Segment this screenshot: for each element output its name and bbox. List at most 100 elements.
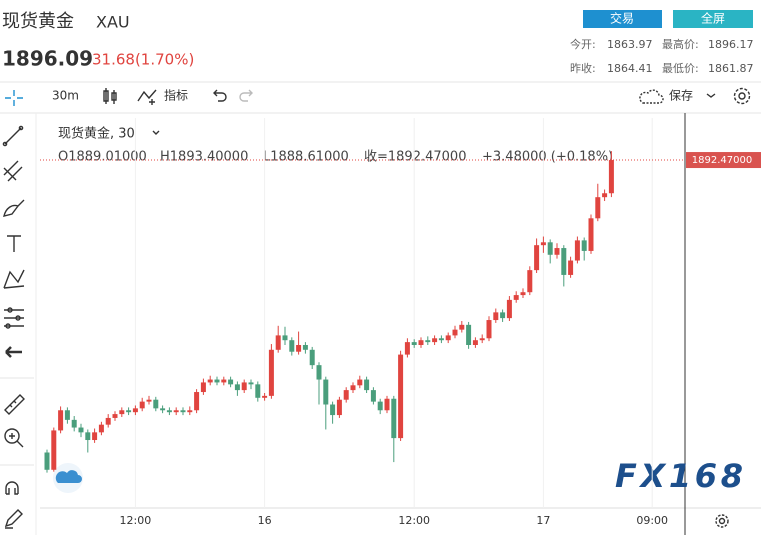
ohlc-value: L1888.61000	[263, 150, 349, 165]
candle-body	[268, 349, 274, 396]
candle-body	[282, 335, 288, 341]
candle-body	[255, 384, 261, 398]
candle-body	[228, 379, 234, 385]
candle-body	[418, 340, 424, 345]
indicator-icon[interactable]	[137, 89, 157, 105]
candle-body	[602, 193, 608, 198]
candle-body	[51, 430, 57, 470]
candle-body	[221, 379, 227, 383]
candle-body	[540, 242, 546, 246]
candle-body	[357, 379, 363, 386]
fullscreen-button-label[interactable]: 全屏	[701, 11, 725, 26]
stat-label: 今开:	[570, 37, 596, 51]
candle-body	[534, 245, 540, 271]
candle-body	[173, 410, 179, 413]
candle-body	[289, 340, 295, 352]
ohlc-legend: O1889.01000 H1893.40000 L1888.61000 收=1892.…	[58, 150, 613, 165]
candle-body	[384, 398, 390, 411]
symbol: XAU	[96, 13, 130, 32]
candle-body	[391, 398, 397, 439]
x-tick-label: 17	[536, 514, 550, 527]
candle-body	[364, 379, 370, 391]
candle-body	[513, 295, 519, 300]
candle-body	[350, 385, 356, 391]
candle-body	[486, 320, 492, 339]
x-tick-label: 12:00	[398, 514, 430, 527]
candle-body	[316, 365, 322, 380]
candle-body	[370, 390, 376, 402]
trade-button-label[interactable]: 交易	[610, 11, 634, 26]
candle-body	[404, 342, 410, 355]
candle-body	[146, 399, 152, 402]
title-menu[interactable]	[152, 130, 160, 135]
ohlc-value: O1889.01000	[58, 150, 147, 165]
interval[interactable]: 30m	[52, 89, 79, 103]
candle-body	[500, 312, 506, 319]
axis-settings[interactable]	[715, 514, 729, 528]
candle-body	[377, 401, 383, 411]
candle-body	[166, 410, 172, 413]
candle-body	[493, 312, 499, 321]
candle-body	[472, 340, 478, 345]
candle-body	[132, 408, 138, 413]
stat-label: 最高价:	[662, 37, 699, 51]
candle-body	[588, 218, 594, 251]
price-tag-label: 1892.47000	[692, 155, 752, 166]
stat-value: 1864.41	[607, 62, 653, 75]
candle-body	[466, 324, 472, 345]
candle-body	[234, 384, 240, 391]
candle-body	[71, 419, 77, 428]
cloud-badge-icon[interactable]	[55, 470, 82, 483]
plot: 12:00 16 12:00 17 09:00 1892.47000	[40, 118, 761, 527]
stat-value: 1861.87	[708, 62, 754, 75]
indicators[interactable]: 指标	[164, 88, 188, 103]
candle-body	[207, 379, 213, 383]
candle-body	[275, 335, 281, 350]
stat-label: 昨收:	[570, 61, 596, 75]
ohlc-value: 收=1892.47000	[364, 150, 466, 165]
fullscreen-button[interactable]	[673, 10, 753, 28]
candle-body	[520, 292, 526, 296]
candle-body	[126, 410, 132, 413]
candle-body	[595, 197, 601, 219]
undo[interactable]	[213, 89, 227, 102]
save-menu[interactable]	[706, 93, 716, 98]
cloud-icon[interactable]	[639, 89, 664, 104]
save[interactable]: 保存	[669, 89, 693, 103]
candle-type[interactable]	[103, 88, 117, 104]
candle-body	[561, 248, 567, 275]
candle-body	[85, 432, 91, 441]
chart-title: 现货黄金, 30	[58, 126, 135, 142]
candle-body	[78, 427, 84, 433]
candle-body	[44, 452, 50, 470]
candle-body	[92, 432, 98, 441]
candle-body	[160, 408, 166, 411]
candle-body	[187, 410, 193, 413]
candle-body	[330, 404, 336, 416]
candle-body	[309, 349, 315, 366]
candle-body	[336, 399, 342, 416]
candle-body	[432, 338, 438, 343]
candle-body	[180, 410, 186, 413]
candle-body	[445, 335, 451, 341]
candle-body	[248, 382, 254, 385]
redo[interactable]	[239, 89, 253, 102]
last-price: 1896.09	[2, 47, 93, 71]
candle-body	[398, 354, 404, 439]
settings[interactable]	[733, 87, 751, 105]
candle-body	[241, 382, 247, 391]
candle-body	[139, 401, 145, 409]
candle-body	[411, 342, 417, 345]
drawing-tools[interactable]	[2, 125, 25, 529]
candle-body	[214, 379, 220, 383]
candle-body	[574, 240, 580, 261]
ohlc-value: H1893.40000	[160, 150, 248, 165]
crosshair-tool[interactable]	[5, 90, 23, 106]
trade-button[interactable]	[583, 10, 662, 28]
price-change: 31.68(1.70%)	[92, 51, 194, 69]
candle-body	[262, 395, 268, 398]
candle-body	[296, 344, 302, 352]
price-tag	[686, 152, 761, 169]
x-tick-label: 16	[258, 514, 272, 527]
